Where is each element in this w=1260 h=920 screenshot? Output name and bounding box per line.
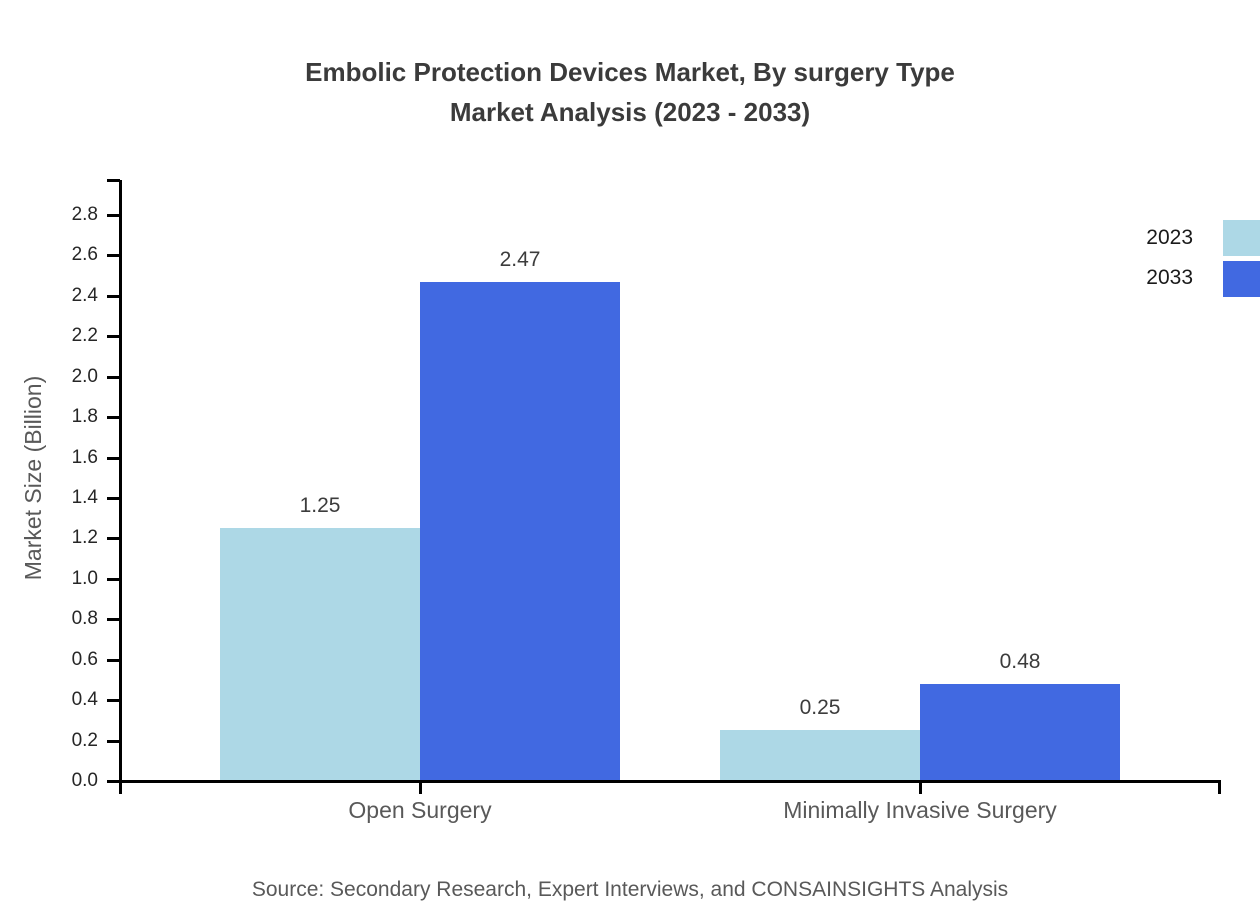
y-tick bbox=[107, 335, 120, 339]
x-tick bbox=[419, 781, 422, 794]
y-tick-label: 0.4 bbox=[71, 689, 98, 711]
source-attribution: Source: Secondary Research, Expert Inter… bbox=[251, 878, 1009, 901]
y-tick bbox=[107, 416, 120, 420]
x-tick bbox=[919, 781, 922, 794]
bar-value-label-2033-open-surgery: 2.47 bbox=[499, 247, 541, 271]
y-tick bbox=[107, 456, 120, 460]
y-tick bbox=[107, 699, 120, 703]
bar-value-label-2033-minimally-invasive-surgery: 0.48 bbox=[999, 649, 1041, 673]
legend-swatch-2033 bbox=[1223, 261, 1260, 297]
x-axis-end-tick bbox=[1218, 781, 1221, 794]
y-tick-label: 2.0 bbox=[71, 365, 98, 387]
y-tick bbox=[107, 577, 120, 581]
y-tick bbox=[107, 294, 120, 298]
y-axis-line bbox=[119, 180, 122, 794]
y-tick-label: 1.4 bbox=[71, 487, 98, 508]
y-tick bbox=[107, 780, 120, 783]
y-tick bbox=[107, 254, 120, 258]
legend-swatch-2023 bbox=[1223, 220, 1260, 256]
y-axis-label: Market Size (Billion) bbox=[20, 375, 46, 581]
y-tick-label: 1.0 bbox=[71, 567, 98, 589]
bar-value-label-2023-minimally-invasive-surgery: 0.25 bbox=[799, 696, 841, 720]
y-tick-label: 0.2 bbox=[71, 729, 98, 751]
bar-2033-open-surgery bbox=[420, 281, 620, 781]
y-tick bbox=[107, 375, 120, 379]
bar-value-label-2023-open-surgery: 1.25 bbox=[299, 494, 341, 518]
legend-label-2023: 2023 bbox=[1146, 226, 1193, 249]
y-tick-label: 1.6 bbox=[71, 446, 98, 468]
y-tick-label: 2.4 bbox=[71, 284, 98, 306]
y-tick-label: 1.8 bbox=[71, 406, 98, 428]
y-tick bbox=[107, 214, 120, 217]
y-tick bbox=[107, 537, 120, 541]
bar-2023-open-surgery bbox=[220, 528, 420, 781]
y-tick-label: 2.2 bbox=[71, 325, 98, 347]
legend-label-2033: 2033 bbox=[1146, 266, 1193, 289]
chart-title-line2: Market Analysis (2023 - 2033) bbox=[449, 97, 811, 127]
y-tick-label: 0.8 bbox=[71, 608, 98, 630]
y-tick bbox=[107, 497, 120, 500]
x-category-label-minimally-invasive-surgery: Minimally Invasive Surgery bbox=[783, 797, 1057, 823]
y-tick-label: 2.8 bbox=[71, 204, 98, 225]
bar-2033-minimally-invasive-surgery bbox=[920, 683, 1120, 781]
y-tick-label: 0.6 bbox=[71, 648, 98, 670]
y-tick-label: 1.2 bbox=[71, 527, 98, 549]
chart-title: Embolic Protection Devices Market, By su… bbox=[0, 52, 1260, 132]
x-axis-line bbox=[107, 780, 1221, 783]
y-tick bbox=[107, 618, 120, 622]
y-tick bbox=[107, 739, 120, 743]
y-tick-label: 0.0 bbox=[71, 770, 98, 791]
y-axis-end-tick bbox=[107, 179, 120, 182]
y-tick-label: 2.6 bbox=[71, 244, 98, 266]
bar-2023-minimally-invasive-surgery bbox=[720, 730, 920, 781]
y-tick bbox=[107, 658, 120, 662]
chart-title-line1: Embolic Protection Devices Market, By su… bbox=[305, 57, 955, 87]
x-category-label-open-surgery: Open Surgery bbox=[348, 797, 492, 823]
